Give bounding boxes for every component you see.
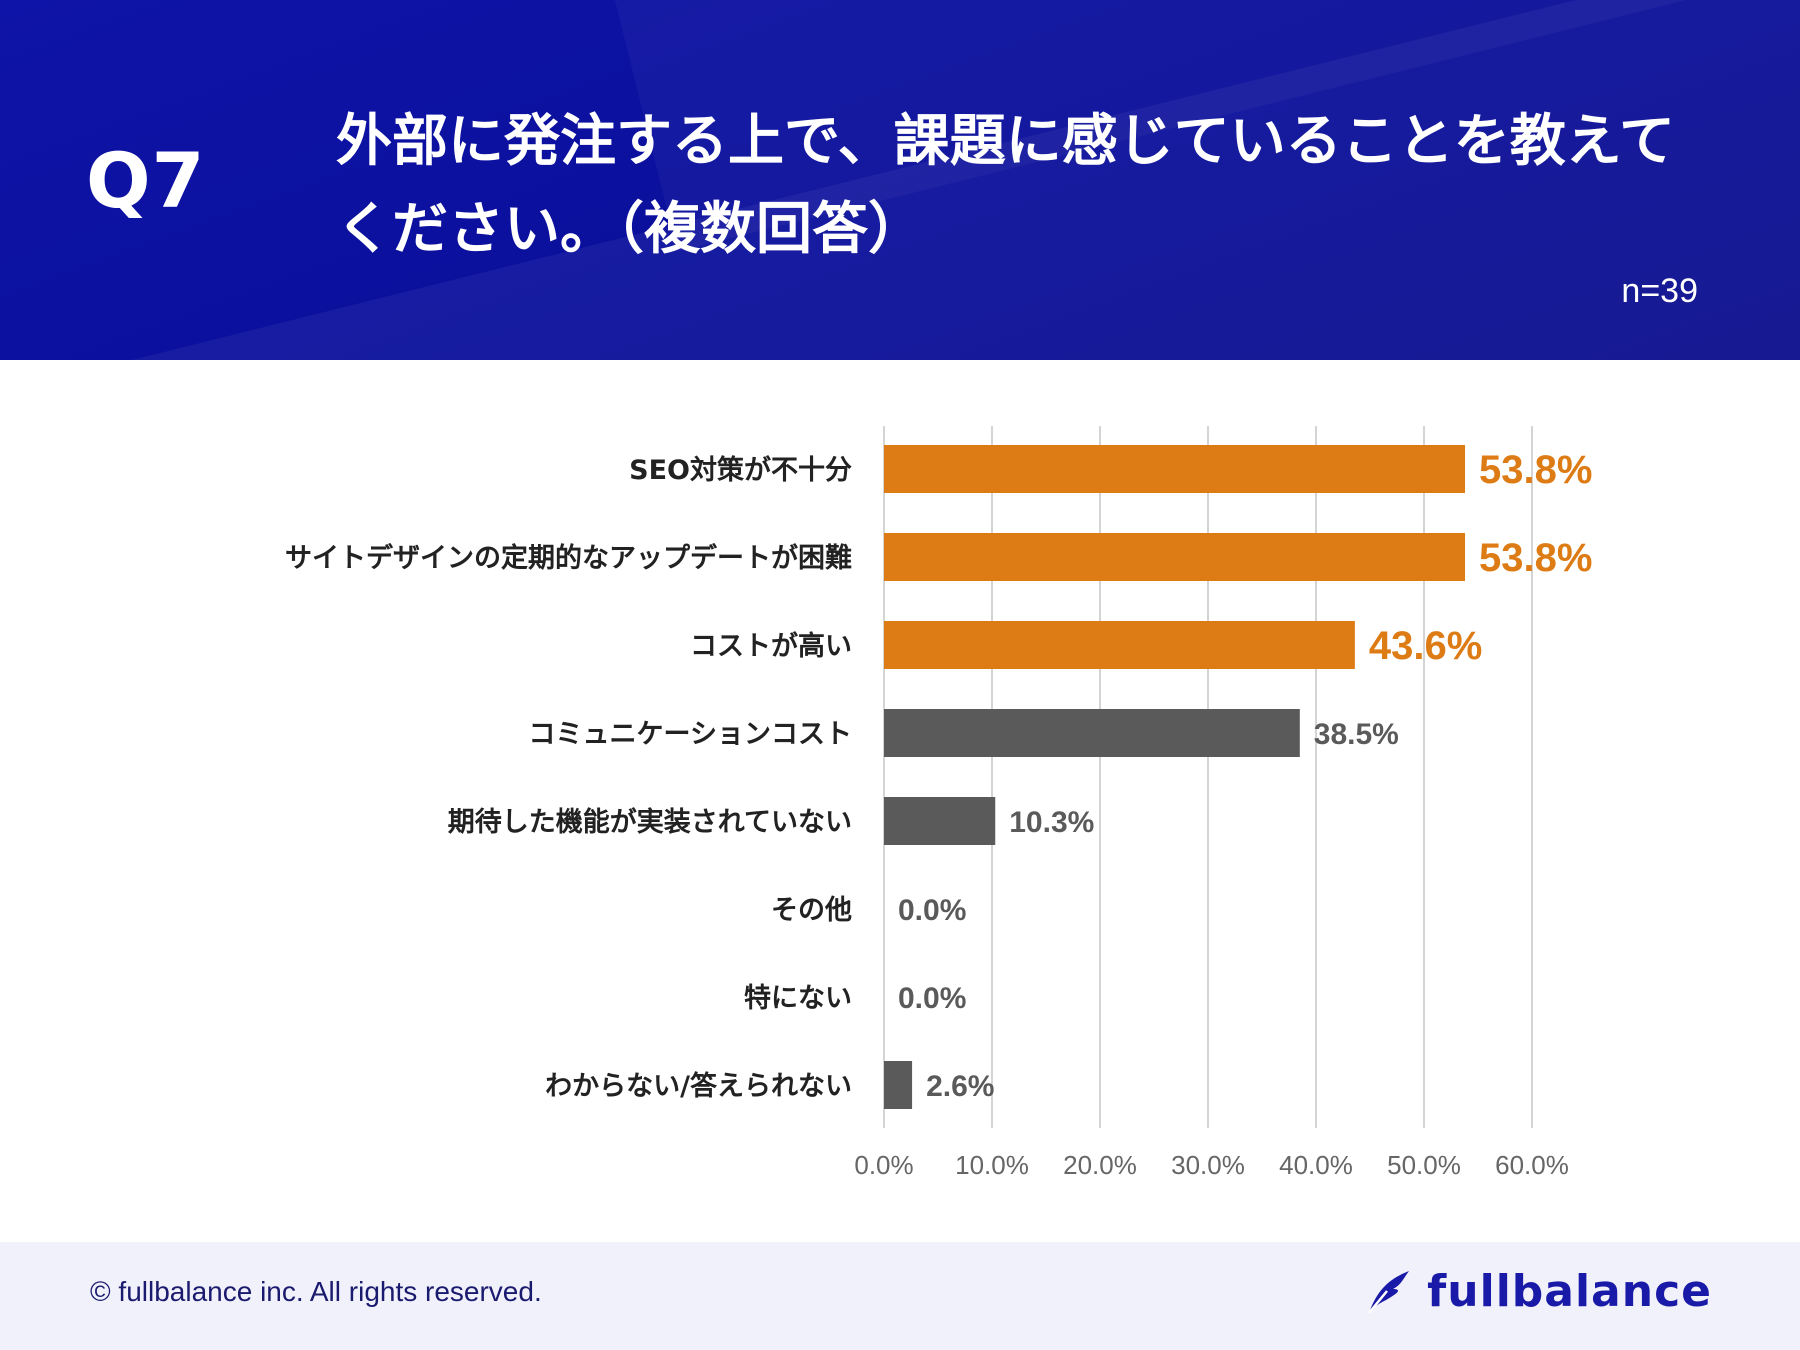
value-label: 43.6%	[1369, 624, 1482, 668]
category-label: SEO対策が不十分	[629, 454, 852, 486]
question-title: 外部に発注する上で、課題に感じていることを教えてください。（複数回答）	[336, 109, 1675, 262]
copyright-text: © fullbalance inc. All rights reserved.	[90, 1276, 542, 1307]
value-label: 10.3%	[1009, 806, 1094, 839]
bar-chart: SEO対策が不十分サイトデザインの定期的なアップデートが困難コストが高いコミュニ…	[285, 426, 1592, 1180]
category-label: わからない/答えられない	[545, 1070, 852, 1102]
brand: fullbalance	[1363, 1266, 1712, 1317]
sample-size: n=39	[1621, 272, 1698, 310]
category-label: その他	[771, 895, 852, 926]
category-label: 期待した機能が実装されていない	[448, 806, 852, 838]
bar	[884, 445, 1466, 493]
header-banner: Q7 外部に発注する上で、課題に感じていることを教えてください。（複数回答） n…	[0, 0, 1800, 360]
bar	[884, 1061, 913, 1109]
feather-logo-icon	[1368, 1270, 1410, 1314]
bar	[884, 621, 1355, 669]
category-labels: SEO対策が不十分サイトデザインの定期的なアップデートが困難コストが高いコミュニ…	[285, 454, 852, 1102]
x-tick-label: 30.0%	[1171, 1150, 1245, 1180]
value-label: 0.0%	[898, 894, 966, 927]
bar	[884, 709, 1300, 757]
x-tick-label: 40.0%	[1279, 1150, 1353, 1180]
value-labels: 53.8% 53.8% 43.6% 38.5% 10.3% 0.0% 0.0% 2.6%	[898, 448, 1592, 1103]
value-label: 0.0%	[898, 982, 966, 1015]
value-label: 38.5%	[1314, 718, 1399, 751]
axis-ticks: 0.0% 10.0% 20.0% 30.0% 40.0% 50.0% 60.0%	[854, 1150, 1569, 1180]
bar	[884, 533, 1466, 581]
value-label: 53.8%	[1479, 536, 1592, 580]
value-label: 53.8%	[1479, 448, 1592, 492]
x-tick-label: 10.0%	[955, 1150, 1029, 1180]
footer: © fullbalance inc. All rights reserved. …	[0, 1242, 1800, 1350]
x-tick-label: 0.0%	[854, 1150, 913, 1180]
category-label: コミュニケーションコスト	[529, 719, 852, 750]
bars	[884, 445, 1466, 1109]
grid-lines	[883, 426, 1533, 1128]
category-label: 特にない	[744, 983, 852, 1014]
value-label: 2.6%	[926, 1070, 994, 1103]
bar	[884, 797, 996, 845]
question-number: Q7	[86, 136, 206, 225]
category-label: コストが高い	[690, 630, 852, 662]
x-tick-label: 60.0%	[1495, 1150, 1569, 1180]
x-tick-label: 20.0%	[1063, 1150, 1137, 1180]
x-tick-label: 50.0%	[1387, 1150, 1461, 1180]
category-label: サイトデザインの定期的なアップデートが困難	[285, 542, 852, 574]
brand-name: fullbalance	[1427, 1266, 1712, 1317]
